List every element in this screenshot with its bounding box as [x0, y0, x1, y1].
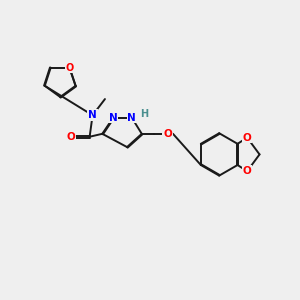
Text: N: N	[88, 110, 97, 120]
Text: O: O	[163, 129, 172, 139]
Text: O: O	[66, 63, 74, 73]
Text: O: O	[243, 133, 251, 142]
Text: N: N	[109, 112, 118, 123]
Text: O: O	[243, 166, 251, 176]
Text: H: H	[141, 109, 149, 119]
Text: O: O	[66, 132, 75, 142]
Text: N: N	[128, 112, 136, 123]
